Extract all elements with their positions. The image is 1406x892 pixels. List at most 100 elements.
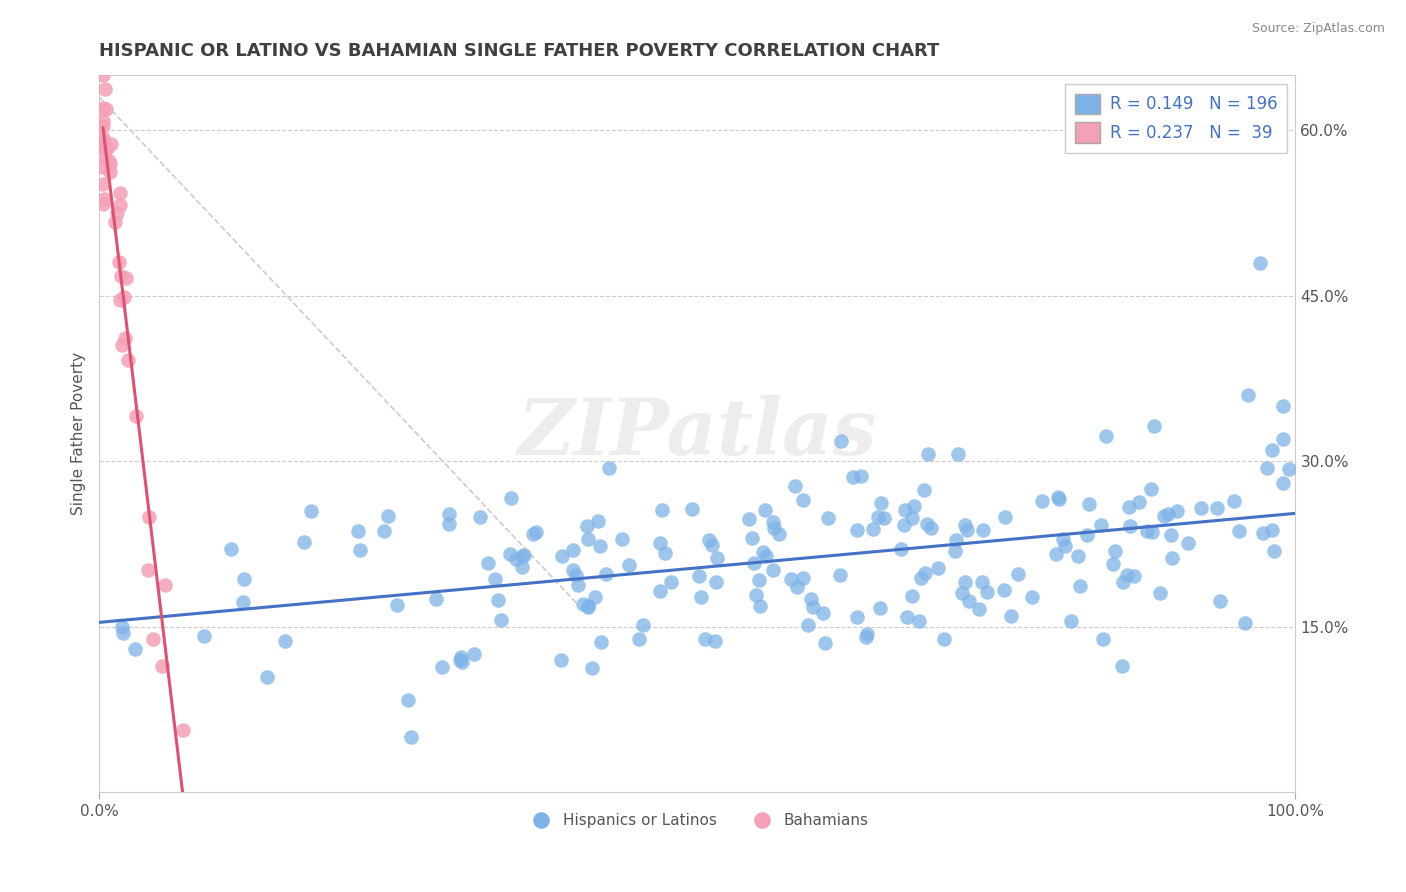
Point (292, 535, 315, 549)
Point (498, 547, 520, 561)
Point (373, 524, 395, 538)
Point (797, 618, 820, 632)
Point (1000, 608, 1022, 623)
Point (873, 511, 896, 525)
Point (437, 516, 460, 531)
Point (1104, 544, 1126, 558)
Legend: Hispanics or Latinos, Bahamians: Hispanics or Latinos, Bahamians (520, 807, 875, 835)
Point (866, 509, 889, 524)
Point (695, 632, 717, 647)
Point (396, 692, 419, 706)
Point (1077, 497, 1099, 511)
Point (1091, 632, 1114, 647)
Point (1021, 591, 1043, 605)
Point (1045, 547, 1067, 561)
Point (953, 574, 976, 589)
Point (595, 566, 617, 581)
Point (110, 337, 132, 351)
Point (110, 186, 132, 200)
Point (846, 610, 869, 624)
Y-axis label: Single Father Poverty: Single Father Poverty (72, 352, 86, 516)
Point (562, 564, 585, 578)
Point (688, 569, 710, 583)
Point (385, 598, 408, 612)
Point (1090, 517, 1112, 532)
Point (972, 575, 994, 590)
Point (956, 523, 979, 537)
Point (598, 460, 620, 475)
Point (111, 620, 134, 634)
Point (451, 656, 474, 670)
Point (1112, 575, 1135, 590)
Point (768, 527, 790, 541)
Point (1111, 658, 1133, 673)
Point (690, 590, 713, 604)
Point (915, 517, 938, 532)
Point (762, 521, 785, 535)
Point (740, 531, 762, 545)
Point (1261, 524, 1284, 538)
Point (910, 571, 932, 585)
Point (1095, 429, 1118, 443)
Point (651, 503, 673, 517)
Point (1177, 536, 1199, 550)
Point (91, 160, 114, 174)
Point (550, 549, 572, 564)
Point (1047, 492, 1070, 507)
Point (654, 545, 676, 559)
Point (1031, 493, 1053, 508)
Point (748, 573, 770, 587)
Point (576, 599, 599, 613)
Point (91, 114, 114, 128)
Text: ZIPatlas: ZIPatlas (517, 395, 877, 472)
Point (1278, 462, 1301, 476)
Point (912, 483, 935, 497)
Point (117, 352, 139, 367)
Point (1067, 549, 1090, 563)
Point (108, 293, 131, 307)
Point (591, 635, 613, 649)
Point (890, 542, 912, 557)
Point (901, 511, 924, 525)
Point (1209, 594, 1232, 608)
Point (801, 599, 824, 614)
Point (800, 592, 823, 607)
Point (588, 514, 610, 528)
Point (572, 598, 595, 612)
Point (1153, 509, 1175, 524)
Point (449, 653, 471, 667)
Point (576, 599, 599, 614)
Point (813, 636, 835, 650)
Point (1205, 501, 1227, 516)
Point (957, 593, 980, 607)
Point (748, 599, 770, 614)
Point (94, 103, 117, 117)
Point (752, 544, 775, 558)
Point (425, 591, 447, 606)
Point (845, 523, 868, 537)
Point (463, 647, 485, 661)
Point (91, 68, 114, 82)
Point (256, 670, 278, 684)
Point (993, 582, 1015, 597)
Point (150, 659, 173, 673)
Point (917, 447, 939, 461)
Point (522, 527, 544, 541)
Point (754, 503, 776, 517)
Point (576, 518, 599, 533)
Point (950, 586, 973, 600)
Point (524, 524, 547, 539)
Point (1076, 528, 1098, 542)
Point (862, 522, 884, 536)
Point (920, 521, 942, 535)
Point (1256, 460, 1278, 475)
Point (1223, 493, 1246, 508)
Point (755, 549, 778, 564)
Point (1160, 528, 1182, 542)
Point (1007, 566, 1029, 581)
Point (955, 517, 977, 532)
Point (1128, 495, 1150, 509)
Point (648, 584, 671, 599)
Point (1069, 579, 1091, 593)
Point (91, 131, 114, 145)
